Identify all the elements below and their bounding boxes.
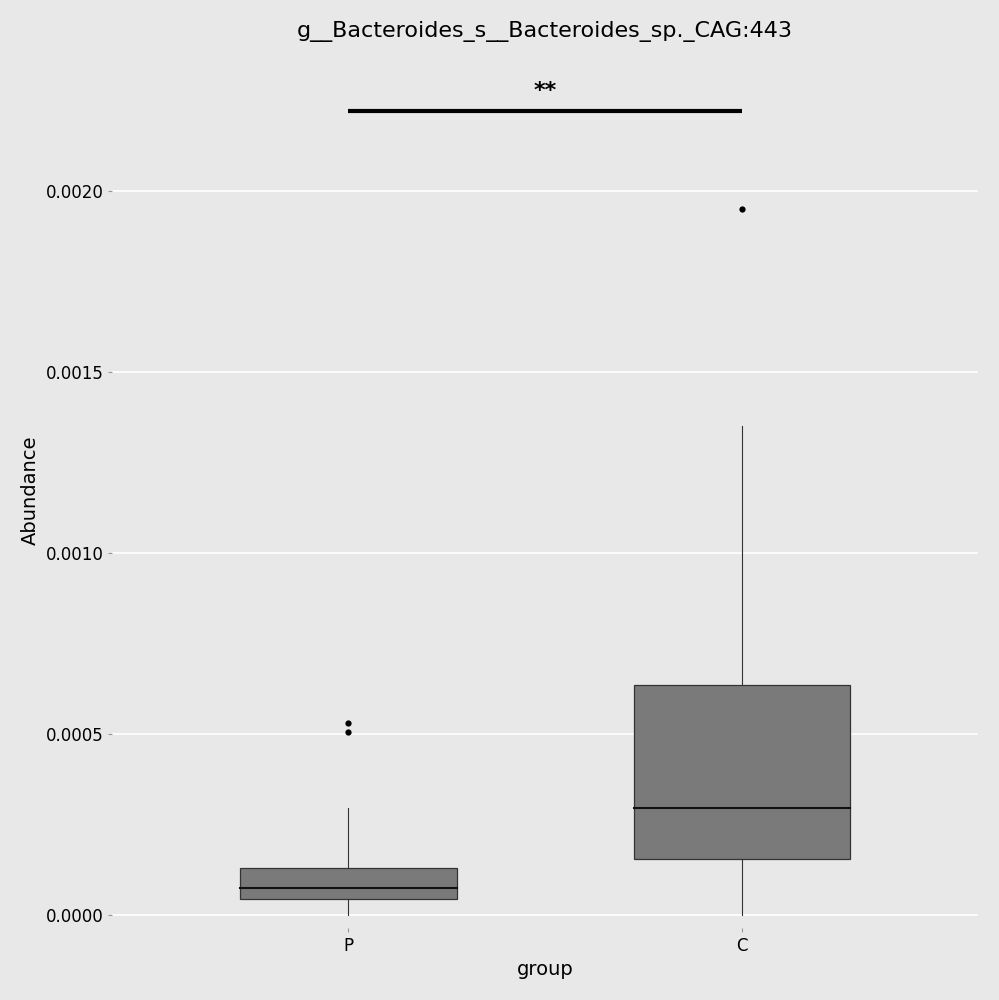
Text: **: **	[533, 81, 556, 101]
Bar	[240, 868, 457, 899]
Bar	[633, 685, 850, 859]
X-axis label: group: group	[516, 960, 573, 979]
Title: g__Bacteroides_s__Bacteroides_sp._CAG:443: g__Bacteroides_s__Bacteroides_sp._CAG:44…	[298, 21, 793, 42]
Y-axis label: Abundance: Abundance	[21, 436, 40, 545]
